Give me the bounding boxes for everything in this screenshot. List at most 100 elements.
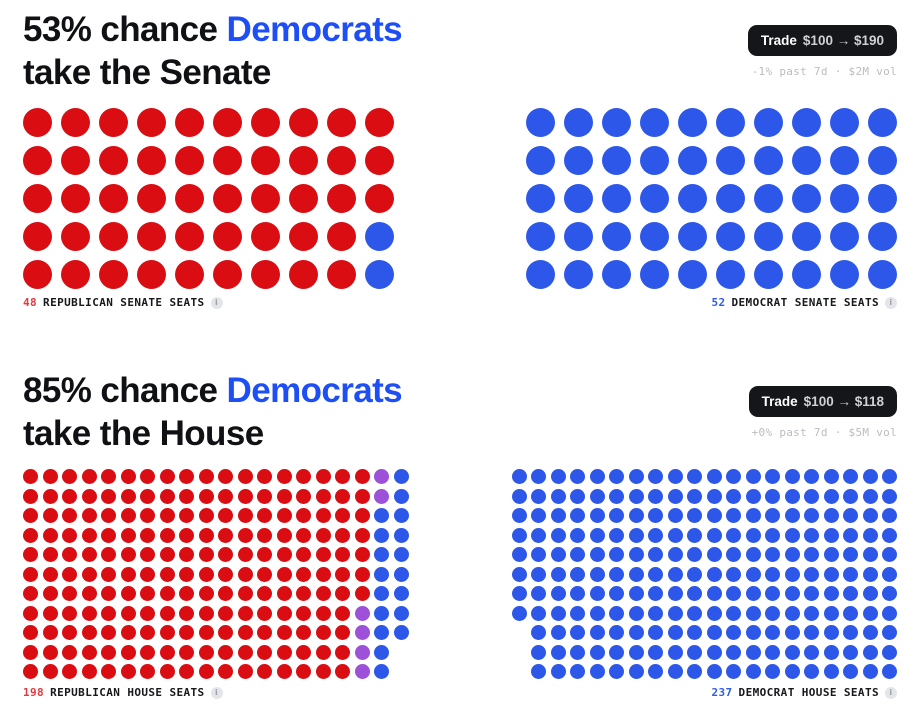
republican-seat-dot bbox=[137, 146, 166, 175]
democrat-seat-dot bbox=[602, 146, 631, 175]
democrat-seat-dot bbox=[830, 108, 859, 137]
republican-seat-dot bbox=[257, 644, 272, 660]
republican-seat-dot bbox=[218, 547, 233, 562]
democrat-seat-dot bbox=[678, 222, 707, 251]
democrat-seat-dot bbox=[765, 566, 780, 582]
democrat-seat-dot bbox=[687, 566, 702, 582]
republican-seat-dot bbox=[198, 566, 214, 582]
democrat-seat-dot bbox=[862, 547, 878, 562]
house-grid-labels: 198 REPUBLICAN HOUSE SEATS i 237 DEMOCRA… bbox=[23, 686, 897, 699]
democrat-seat-dot bbox=[511, 527, 527, 543]
republican-seat-dot bbox=[213, 260, 242, 289]
democrat-seat-dot bbox=[784, 605, 800, 621]
democrat-seat-dot bbox=[648, 527, 663, 543]
republican-seat-dot bbox=[137, 222, 166, 251]
democrat-seat-dot bbox=[687, 605, 702, 621]
democrat-seat-dot bbox=[531, 586, 546, 601]
democrat-seat-dot bbox=[589, 605, 605, 621]
republican-seat-dot bbox=[198, 547, 214, 562]
democrat-seat-dot bbox=[393, 527, 409, 543]
democrat-seat-dot bbox=[754, 260, 783, 289]
republican-seat-dot bbox=[159, 605, 175, 621]
democrat-seat-dot bbox=[374, 664, 389, 679]
senate-market-stats: -1% past 7d · $2M vol bbox=[751, 65, 897, 78]
republican-seat-dot bbox=[137, 260, 166, 289]
democrat-seat-dot bbox=[784, 586, 800, 601]
republican-seat-dot bbox=[42, 488, 58, 504]
democrat-seat-dot bbox=[589, 527, 605, 543]
democrat-seat-dot bbox=[526, 146, 555, 175]
democrat-seat-dot bbox=[628, 547, 644, 562]
republican-seat-dot bbox=[159, 664, 175, 679]
democrat-seat-dot bbox=[531, 625, 546, 640]
democrat-seat-dot bbox=[706, 664, 722, 679]
democrat-seat-dot bbox=[678, 260, 707, 289]
republican-seat-dot bbox=[23, 146, 52, 175]
democrat-seat-dot bbox=[628, 469, 644, 484]
democrat-seat-dot bbox=[393, 469, 409, 484]
info-icon[interactable]: i bbox=[210, 686, 223, 699]
republican-seat-dot bbox=[335, 586, 350, 601]
democrat-seat-dot bbox=[687, 664, 702, 679]
democrat-seat-dot bbox=[564, 108, 593, 137]
democrat-house-seats-label: 237 DEMOCRAT HOUSE SEATS i bbox=[711, 686, 897, 699]
democrat-seat-dot bbox=[667, 547, 683, 562]
republican-seat-dot bbox=[23, 527, 38, 543]
democrat-seat-dot bbox=[648, 488, 663, 504]
democrat-seat-dot bbox=[716, 108, 745, 137]
republican-seat-dot bbox=[23, 184, 52, 213]
republican-seat-dot bbox=[296, 625, 311, 640]
republican-seat-dot bbox=[42, 644, 58, 660]
democrat-seat-dot bbox=[602, 108, 631, 137]
republican-seat-dot bbox=[99, 222, 128, 251]
info-icon[interactable]: i bbox=[885, 296, 897, 309]
republican-seat-dot bbox=[101, 664, 116, 679]
info-icon[interactable]: i bbox=[885, 686, 897, 699]
democrat-seat-dot bbox=[609, 586, 624, 601]
republican-seat-dot bbox=[42, 586, 58, 601]
republican-seat-dot bbox=[335, 664, 350, 679]
republican-seat-dot bbox=[62, 625, 77, 640]
republican-seat-dot bbox=[251, 222, 280, 251]
democrat-seat-dot bbox=[628, 488, 644, 504]
purple-seat-dot bbox=[354, 644, 370, 660]
democrat-seat-dot bbox=[667, 664, 683, 679]
democrat-seat-dot bbox=[687, 586, 702, 601]
republican-seat-dot bbox=[61, 222, 90, 251]
republican-seat-dot bbox=[101, 586, 116, 601]
democrat-seat-dot bbox=[374, 586, 389, 601]
republican-seat-dot bbox=[62, 508, 77, 523]
purple-seat-dot bbox=[374, 469, 389, 484]
democrat-seat-dot bbox=[648, 547, 663, 562]
info-icon[interactable]: i bbox=[210, 296, 223, 309]
republican-seat-dot bbox=[140, 605, 155, 621]
democrat-seat-dot bbox=[667, 469, 683, 484]
democrat-seat-dot bbox=[570, 547, 585, 562]
republican-house-seat-text: REPUBLICAN HOUSE SEATS bbox=[50, 686, 205, 699]
democrat-seat-dot bbox=[393, 488, 409, 504]
democrat-seat-dot bbox=[726, 547, 741, 562]
republican-seat-dot bbox=[315, 547, 331, 562]
republican-seat-dot bbox=[354, 547, 370, 562]
democrat-seat-dot bbox=[726, 469, 741, 484]
republican-seat-dot bbox=[81, 586, 97, 601]
senate-trade-button[interactable]: Trade $100 → $190 bbox=[747, 25, 897, 56]
democrat-seat-dot bbox=[862, 586, 878, 601]
democrat-seat-dot bbox=[628, 527, 644, 543]
democrat-seat-dot bbox=[374, 527, 389, 543]
democrat-seat-dot bbox=[843, 566, 858, 582]
house-trade-button[interactable]: Trade $100 → $118 bbox=[748, 386, 897, 417]
republican-seat-dot bbox=[101, 547, 116, 562]
democrat-seat-dot bbox=[830, 146, 859, 175]
democrat-seat-dot bbox=[531, 566, 546, 582]
democrat-seat-dot bbox=[882, 566, 897, 582]
democrat-seat-dot bbox=[374, 625, 389, 640]
democrat-seat-dot bbox=[706, 488, 722, 504]
democrat-seat-dot bbox=[550, 605, 566, 621]
purple-seat-dot bbox=[354, 625, 370, 640]
republican-seat-dot bbox=[237, 547, 253, 562]
democrat-seat-dot bbox=[687, 508, 702, 523]
democrat-seat-dot bbox=[823, 527, 839, 543]
democrat-seat-dot bbox=[667, 625, 683, 640]
senate-market: 53% chance Democrats take the Senate Tra… bbox=[23, 8, 897, 309]
